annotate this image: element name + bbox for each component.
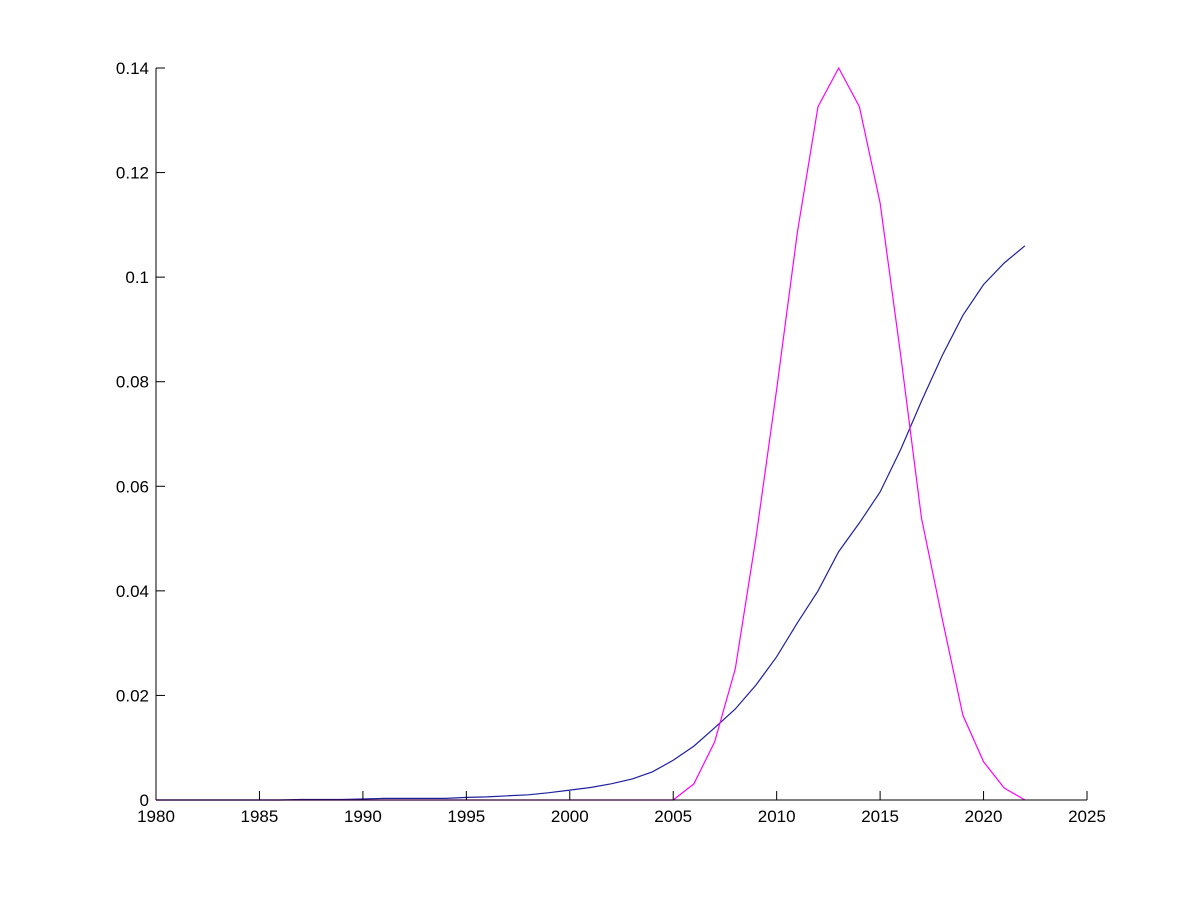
x-tick-label: 2015 bbox=[861, 807, 899, 826]
y-tick-label: 0 bbox=[140, 791, 149, 810]
x-tick-label: 1995 bbox=[447, 807, 485, 826]
x-tick-label: 2020 bbox=[965, 807, 1003, 826]
x-tick-label: 2005 bbox=[654, 807, 692, 826]
y-ticks: 0 0.02 0.04 0.06 0.08 0.1 0.12 0.14 bbox=[116, 59, 165, 810]
x-ticks: 1980 1985 1990 1995 2000 2005 2010 2015 2020 2025 bbox=[137, 791, 1106, 826]
series-line-1 bbox=[156, 245, 1026, 801]
y-tick-label: 0.1 bbox=[125, 268, 149, 287]
x-tick-label: 2010 bbox=[758, 807, 796, 826]
x-tick-label: 1985 bbox=[241, 807, 279, 826]
y-tick-label: 0.08 bbox=[116, 373, 149, 392]
series-layer bbox=[156, 66, 1026, 801]
y-tick-label: 0.12 bbox=[116, 164, 149, 183]
x-tick-label: 1980 bbox=[137, 807, 175, 826]
y-tick-label: 0.06 bbox=[116, 477, 149, 496]
y-tick-label: 0.02 bbox=[116, 686, 149, 705]
x-tick-label: 2025 bbox=[1068, 807, 1106, 826]
series-line-2 bbox=[156, 66, 1026, 801]
x-tick-label: 1990 bbox=[344, 807, 382, 826]
y-tick-label: 0.14 bbox=[116, 59, 149, 78]
x-tick-label: 2000 bbox=[551, 807, 589, 826]
y-tick-label: 0.04 bbox=[116, 582, 149, 601]
